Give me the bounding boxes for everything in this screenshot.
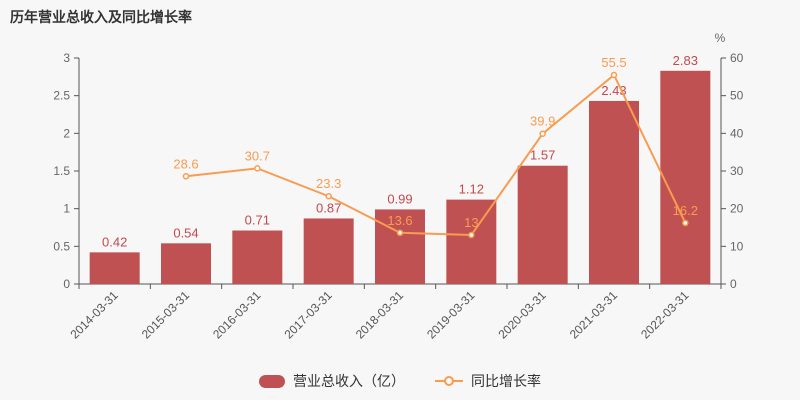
- line-value-label: 13: [464, 215, 478, 230]
- revenue-bar[interactable]: [161, 243, 211, 284]
- line-swatch-icon: [435, 374, 463, 388]
- right-axis-tick-label: 50: [730, 89, 744, 103]
- bar-value-label: 0.71: [245, 213, 270, 228]
- legend-label-growth: 同比增长率: [471, 373, 541, 389]
- x-axis-label: 2019-03-31: [424, 288, 478, 342]
- revenue-bar[interactable]: [375, 209, 425, 284]
- revenue-bar[interactable]: [589, 100, 639, 284]
- revenue-bar[interactable]: [232, 230, 283, 284]
- x-axis-label: 2017-03-31: [281, 288, 335, 342]
- left-axis-tick-label: 2: [63, 126, 70, 140]
- right-axis-unit: %: [715, 31, 726, 45]
- left-axis-tick-label: 1.5: [53, 164, 70, 178]
- bar-value-label: 1.57: [530, 148, 555, 163]
- line-value-label: 30.7: [245, 148, 270, 163]
- bar-value-label: 0.99: [387, 191, 412, 206]
- legend: 营业总收入（亿） 同比增长率: [0, 371, 800, 391]
- legend-label-revenue: 营业总收入（亿）: [293, 373, 405, 389]
- line-value-label: 23.3: [316, 176, 341, 191]
- right-axis-tick-label: 60: [730, 51, 744, 65]
- right-axis-tick-label: 20: [730, 202, 744, 216]
- growth-point[interactable]: [182, 173, 190, 180]
- growth-point[interactable]: [682, 219, 689, 227]
- growth-point[interactable]: [610, 71, 618, 79]
- revenue-bar[interactable]: [89, 252, 140, 284]
- right-axis-tick-label: 30: [730, 164, 744, 178]
- legend-item-revenue[interactable]: 营业总收入（亿）: [259, 371, 405, 391]
- bar-value-label: 0.42: [102, 234, 127, 249]
- chart-title: 历年营业总收入及同比增长率: [10, 9, 192, 25]
- bar-value-label: 0.87: [316, 200, 341, 215]
- line-value-label: 13.6: [387, 213, 412, 228]
- x-axis-label: 2020-03-31: [495, 288, 549, 342]
- x-axis-label: 2014-03-31: [67, 288, 121, 342]
- revenue-bar[interactable]: [660, 70, 711, 284]
- growth-point[interactable]: [539, 130, 546, 137]
- right-axis-tick-label: 0: [730, 277, 737, 291]
- left-axis-tick-label: 2.5: [53, 89, 70, 103]
- revenue-bar[interactable]: [517, 165, 568, 284]
- bar-swatch-icon: [259, 374, 285, 388]
- x-axis-label: 2015-03-31: [139, 288, 193, 342]
- left-axis-tick-label: 3: [63, 51, 70, 65]
- line-value-label: 16.2: [673, 203, 698, 218]
- line-value-label: 55.5: [601, 55, 626, 70]
- left-axis-tick-label: 1: [63, 202, 70, 216]
- bar-value-label: 2.83: [673, 53, 698, 68]
- left-axis-tick-label: 0: [63, 277, 70, 291]
- revenue-bar[interactable]: [303, 218, 354, 284]
- bar-value-label: 0.54: [173, 225, 198, 240]
- bar-value-label: 2.43: [601, 83, 626, 98]
- legend-item-growth[interactable]: 同比增长率: [435, 371, 541, 391]
- x-axis-label: 2021-03-31: [567, 288, 621, 342]
- right-axis-tick-label: 10: [730, 239, 744, 253]
- x-axis-label: 2016-03-31: [210, 288, 264, 342]
- bar-value-label: 1.12: [459, 182, 484, 197]
- x-axis-label: 2022-03-31: [638, 288, 692, 342]
- growth-line: [185, 73, 687, 237]
- right-axis-tick-label: 40: [730, 126, 744, 140]
- growth-point[interactable]: [396, 229, 404, 237]
- line-value-label: 39.9: [530, 114, 555, 129]
- x-axis-label: 2018-03-31: [353, 288, 407, 342]
- revenue-bar[interactable]: [446, 199, 497, 284]
- growth-point[interactable]: [468, 231, 475, 239]
- left-axis-tick-label: 0.5: [53, 239, 70, 253]
- line-value-label: 28.6: [173, 156, 198, 171]
- growth-point[interactable]: [254, 165, 261, 172]
- growth-point[interactable]: [325, 192, 332, 200]
